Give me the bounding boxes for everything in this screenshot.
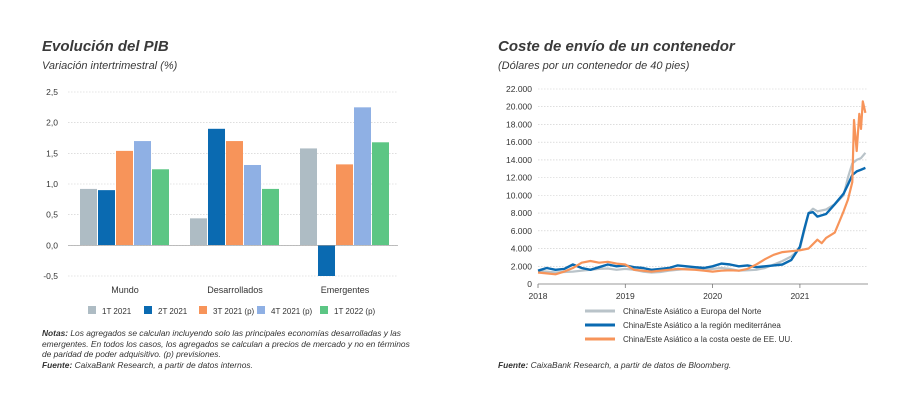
line-y-tick-label: 8.000: [511, 208, 533, 218]
bar-legend-label: 4T 2021 (p): [271, 307, 313, 316]
line-y-tick-label: 12.000: [506, 173, 532, 183]
line-x-tick-label: 2021: [790, 291, 809, 301]
line-series: [537, 152, 867, 274]
bar-legend-swatch: [257, 306, 265, 314]
bar: [208, 128, 225, 246]
bar-legend-swatch: [88, 306, 96, 314]
line-y-tick-label: 18.000: [506, 119, 532, 129]
notes-text: Los agregados se calculan incluyendo sol…: [42, 328, 410, 360]
line-y-tick-label: 2.000: [511, 261, 533, 271]
line-series: [537, 100, 867, 276]
line-y-tick-label: 16.000: [506, 137, 532, 147]
left-source-text: CaixaBank Research, a partir de datos in…: [74, 359, 253, 370]
right-source: Fuente: CaixaBank Research, a partir de …: [498, 360, 731, 370]
bar-legend-swatch: [320, 306, 328, 314]
bar: [372, 142, 389, 246]
left-chart-title: Evolución del PIB: [42, 38, 169, 55]
line-y-tick-label: 0: [527, 279, 532, 289]
bar-legend-label: 2T 2021: [158, 307, 188, 316]
bar-y-tick-label: 2,0: [46, 118, 58, 128]
line-y-tick-label: 10.000: [506, 190, 532, 200]
bar: [98, 190, 115, 246]
bar: [190, 218, 207, 246]
bar-y-tick-label: 2,5: [46, 87, 58, 97]
line-y-tick-label: 14.000: [506, 155, 532, 165]
left-chart-subtitle: Variación intertrimestral (%): [42, 60, 178, 72]
bar-y-tick-label: 1,0: [46, 179, 58, 189]
bar: [354, 107, 371, 246]
bar: [152, 169, 169, 246]
line-x-tick-label: 2020: [703, 291, 722, 301]
line-legend-label: China/Este Asiático a Europa del Norte: [623, 307, 762, 316]
line-x-tick-label: 2019: [616, 291, 635, 301]
bar-legend-swatch: [144, 306, 152, 314]
bar-category-label: Mundo: [111, 285, 139, 295]
line-legend-label: China/Este Asiático a la costa oeste de …: [623, 335, 792, 344]
bar-legend-label: 1T 2021: [102, 307, 132, 316]
bar: [226, 141, 243, 246]
bar-legend-label: 1T 2022 (p): [334, 307, 376, 316]
bar: [318, 245, 335, 276]
bar-legend-label: 3T 2021 (p): [213, 307, 255, 316]
bar: [80, 188, 97, 246]
bar-category-label: Emergentes: [321, 285, 370, 295]
line-legend-label: China/Este Asiático a la región mediterr…: [623, 321, 781, 330]
bar-y-tick-label: -0,5: [43, 271, 58, 281]
right-chart-subtitle: (Dólares por un contenedor de 40 pies): [498, 60, 690, 72]
bar-category-label: Desarrollados: [207, 285, 263, 295]
bar: [116, 150, 133, 246]
line-x-tick-label: 2018: [529, 291, 548, 301]
bar-y-tick-label: 0,5: [46, 210, 58, 220]
bar-y-tick-label: 0,0: [46, 240, 58, 250]
bar: [134, 141, 151, 246]
bar: [244, 164, 261, 246]
line-series: [537, 166, 866, 272]
line-y-tick-label: 6.000: [511, 226, 533, 236]
left-notes: Notas: Los agregados se calculan incluye…: [42, 328, 412, 370]
right-chart-title: Coste de envío de un contenedor: [498, 38, 735, 55]
right-source-label: Fuente:: [498, 360, 529, 370]
bar: [300, 148, 317, 246]
bar: [262, 188, 279, 246]
notes-label: Notas:: [42, 328, 69, 338]
bar: [336, 164, 353, 246]
right-source-text: CaixaBank Research, a partir de datos de…: [530, 360, 732, 370]
left-source-label: Fuente:: [42, 359, 73, 370]
bar-legend-swatch: [199, 306, 207, 314]
line-y-tick-label: 20.000: [506, 102, 532, 112]
bar-y-tick-label: 1,5: [46, 148, 58, 158]
line-y-tick-label: 22.000: [506, 84, 532, 94]
line-y-tick-label: 4.000: [511, 244, 533, 254]
